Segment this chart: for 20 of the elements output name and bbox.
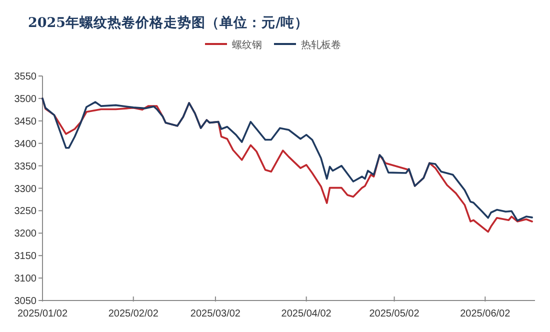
legend-label: 螺纹钢 bbox=[232, 39, 262, 51]
x-tick-label: 2025/02/02 bbox=[108, 308, 159, 320]
x-tick-label: 2025/04/02 bbox=[281, 308, 332, 320]
chart-title: 2025年螺纹热卷价格走势图（单位：元/吨） bbox=[28, 15, 309, 31]
x-tick-label: 2025/05/02 bbox=[369, 308, 420, 320]
y-tick-label: 3450 bbox=[14, 116, 37, 128]
y-tick-label: 3300 bbox=[14, 184, 37, 195]
y-tick-label: 3500 bbox=[14, 94, 37, 105]
x-tick-label: 2025/01/02 bbox=[17, 308, 68, 320]
y-tick-label: 3400 bbox=[14, 138, 37, 150]
y-tick-label: 3250 bbox=[14, 206, 37, 218]
y-tick-label: 3200 bbox=[14, 228, 37, 240]
x-tick-label: 2025/03/02 bbox=[190, 308, 241, 320]
y-tick-label: 3100 bbox=[14, 274, 37, 285]
legend-label: 热轧板卷 bbox=[301, 39, 341, 51]
y-tick-label: 3550 bbox=[14, 72, 37, 82]
y-tick-label: 3150 bbox=[14, 251, 37, 262]
y-tick-label: 3350 bbox=[14, 161, 37, 172]
y-tick-label: 3050 bbox=[14, 296, 37, 307]
x-tick-label: 2025/06/02 bbox=[460, 308, 511, 320]
